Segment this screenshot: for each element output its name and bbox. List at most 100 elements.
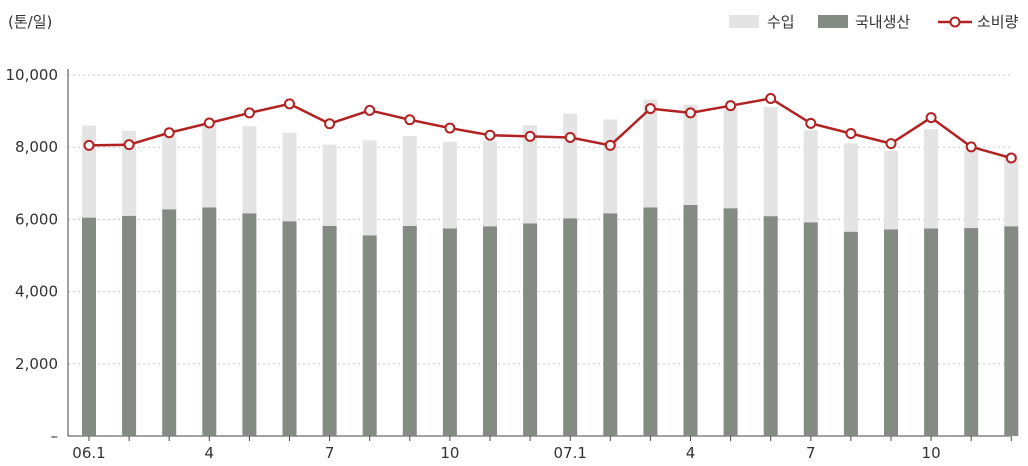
- consumption-point: [444, 122, 456, 134]
- bar-imports: [803, 130, 818, 223]
- consumption-point: [765, 92, 777, 104]
- bar-domestic-production: [122, 215, 137, 436]
- bar-domestic-production: [82, 217, 96, 436]
- bar-imports: [483, 140, 497, 227]
- legend-swatch-imports: [729, 15, 759, 28]
- bar-imports: [402, 136, 417, 226]
- consumption-point: [203, 117, 215, 129]
- bars: [82, 99, 1019, 436]
- bar-domestic-production: [683, 204, 698, 436]
- consumption-point: [845, 127, 857, 139]
- bar-domestic-production: [483, 226, 497, 436]
- bar-imports: [1004, 154, 1019, 227]
- bar-domestic-production: [402, 225, 417, 436]
- bar-imports: [643, 99, 658, 208]
- consumption-point: [805, 117, 817, 129]
- consumption-point: [83, 139, 95, 151]
- bar-domestic-production: [603, 213, 618, 436]
- bar-domestic-production: [242, 213, 257, 436]
- consumption-point: [564, 131, 576, 143]
- bar-domestic-production: [322, 225, 337, 436]
- bar-imports: [82, 125, 96, 218]
- y-tick-label: 8,000: [15, 138, 58, 156]
- consumption-point: [725, 100, 737, 112]
- bar-imports: [723, 107, 738, 209]
- consumption-point: [484, 129, 496, 141]
- bar-domestic-production: [362, 235, 377, 436]
- consumption-point: [965, 141, 977, 153]
- y-tick-label: 4,000: [15, 283, 58, 301]
- bar-domestic-production: [803, 222, 818, 436]
- bar-imports: [162, 136, 177, 210]
- consumption-point: [123, 139, 135, 151]
- legend-swatch-domestic: [818, 15, 848, 28]
- bar-imports: [763, 107, 778, 217]
- consumption-point: [364, 104, 376, 116]
- bar-imports: [843, 143, 858, 232]
- consumption-point: [604, 139, 616, 151]
- bar-domestic-production: [563, 218, 578, 436]
- consumption-point: [685, 107, 696, 119]
- x-tick-label: 4: [686, 444, 696, 462]
- bar-imports: [523, 125, 538, 224]
- consumption-line: [83, 92, 1017, 164]
- consumption-point: [324, 118, 336, 130]
- axes: – 2,000 4,000 6,000 8,000 10,000 06.1 4 7 10 07.1 4…: [6, 66, 1012, 462]
- x-tick-label: 4: [205, 444, 215, 462]
- consumption-point: [1005, 152, 1017, 164]
- bar-imports: [202, 125, 217, 208]
- x-tick-label: 7: [806, 444, 816, 462]
- bar-domestic-production: [162, 209, 177, 436]
- consumption-point: [524, 130, 536, 142]
- x-tick-label: 7: [325, 444, 335, 462]
- bar-domestic-production: [282, 221, 297, 436]
- y-tick-label: 2,000: [15, 355, 58, 373]
- y-tick-label: –: [51, 427, 59, 445]
- bar-domestic-production: [763, 216, 778, 436]
- y-axis-unit-label: (톤/일): [8, 13, 52, 31]
- bar-domestic-production: [523, 223, 538, 436]
- bar-domestic-production: [723, 208, 738, 436]
- bar-domestic-production: [924, 228, 939, 436]
- legend-label-imports: 수입: [767, 13, 795, 31]
- bar-imports: [442, 141, 457, 229]
- bar-domestic-production: [202, 207, 217, 436]
- consumption-point: [404, 114, 416, 126]
- bar-imports: [563, 113, 578, 219]
- y-tick-label: 10,000: [6, 66, 59, 84]
- bar-imports: [924, 129, 939, 229]
- bar-domestic-production: [442, 228, 457, 436]
- bar-imports: [603, 119, 618, 214]
- bar-domestic-production: [1004, 226, 1019, 436]
- consumption-point: [644, 103, 656, 115]
- consumption-point: [925, 112, 937, 124]
- bar-imports: [683, 104, 698, 205]
- legend: 수입 국내생산 소비량: [729, 13, 1019, 31]
- bar-imports: [122, 130, 137, 216]
- bar-imports: [242, 126, 257, 214]
- consumption-point: [284, 98, 295, 110]
- y-tick-label: 6,000: [15, 210, 58, 228]
- x-tick-label: 07.1: [553, 444, 586, 462]
- legend-marker-consumption: [949, 16, 961, 28]
- x-tick-label: 10: [922, 444, 941, 462]
- consumption-point: [163, 127, 175, 139]
- consumption-point: [885, 138, 897, 150]
- bar-domestic-production: [643, 207, 658, 436]
- bar-domestic-production: [843, 231, 858, 436]
- legend-label-consumption: 소비량: [977, 13, 1019, 31]
- bar-imports: [884, 150, 898, 230]
- x-tick-label: 06.1: [72, 444, 105, 462]
- consumption-point: [243, 107, 255, 119]
- consumption-line-path: [88, 97, 1012, 160]
- bar-imports: [322, 144, 337, 226]
- bar-domestic-production: [884, 229, 898, 436]
- bar-imports: [362, 140, 377, 236]
- bar-domestic-production: [964, 228, 979, 436]
- bar-imports: [964, 150, 979, 229]
- bar-imports: [282, 132, 297, 222]
- legend-label-domestic: 국내생산: [855, 13, 910, 31]
- x-tick-label: 10: [440, 444, 459, 462]
